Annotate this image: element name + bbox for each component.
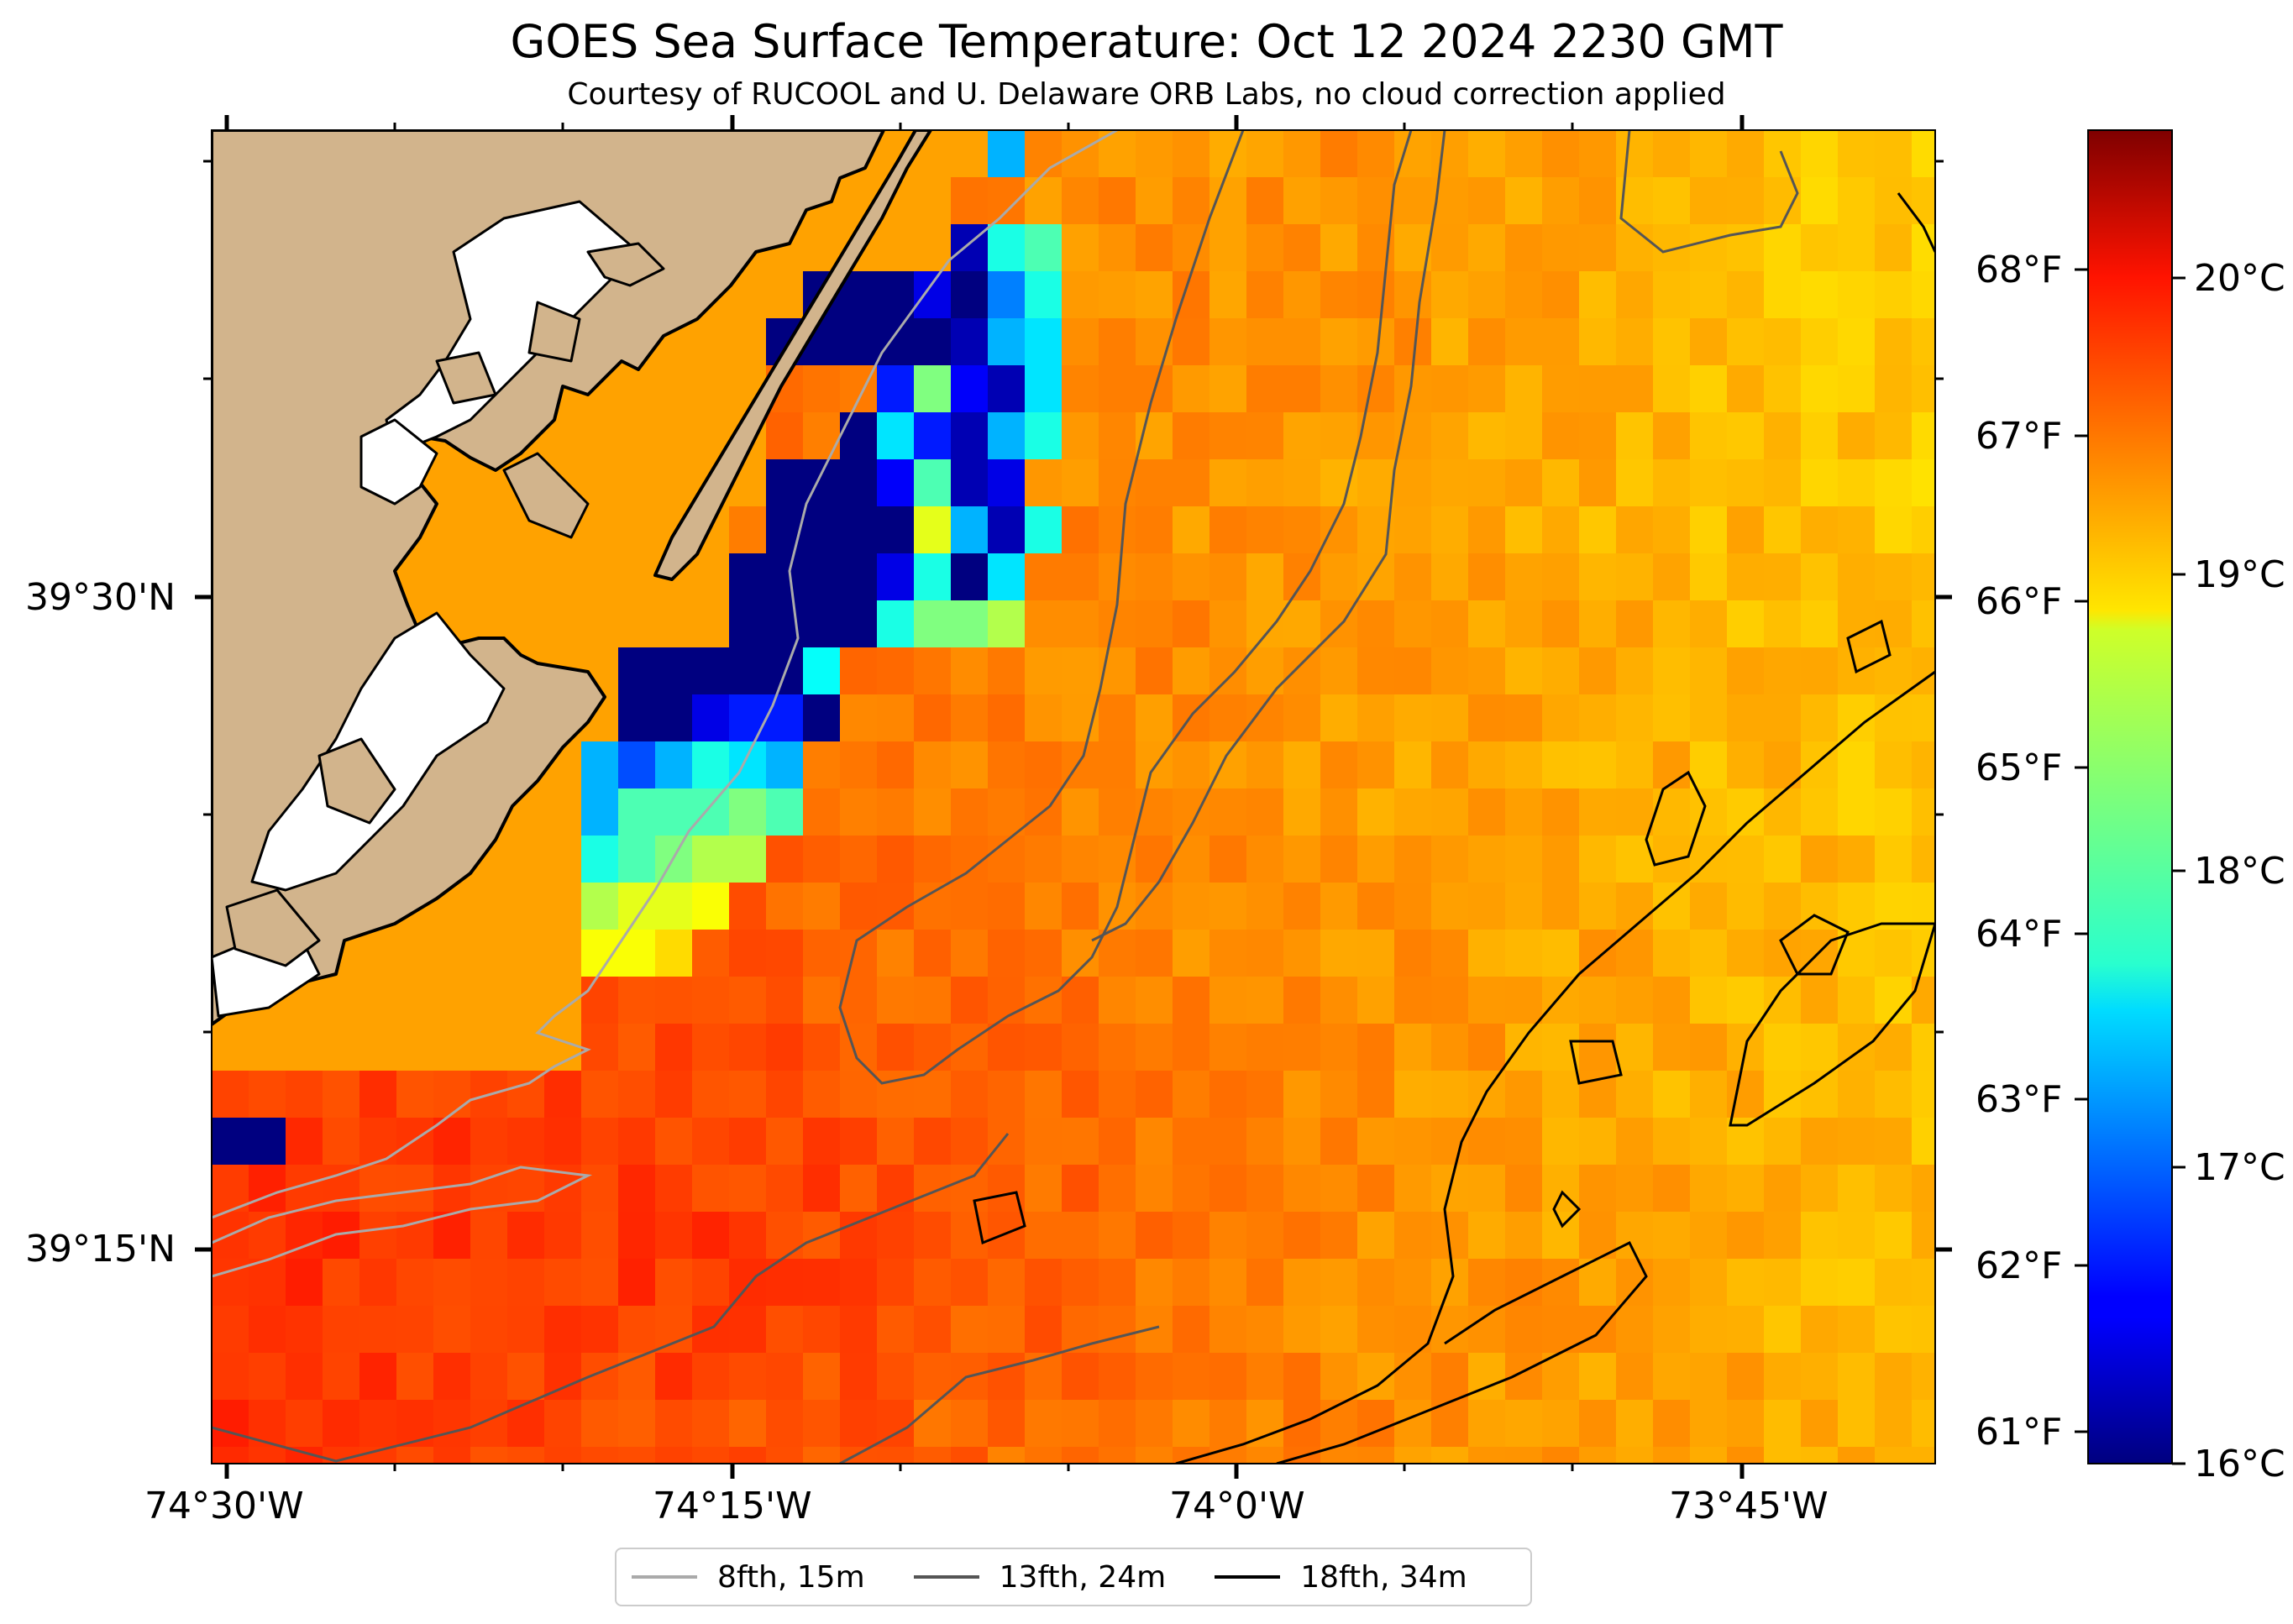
- lon-label: 74°0'W: [1169, 1485, 1305, 1527]
- map-subtitle: Courtesy of RUCOOL and U. Delaware ORB L…: [567, 77, 1726, 112]
- celsius-tick-label: 19°C: [2194, 553, 2285, 596]
- celsius-tick-label: 18°C: [2194, 850, 2285, 893]
- fahrenheit-tick-label: 66°F: [1976, 580, 2063, 623]
- legend-label: 18fth, 34m: [1300, 1559, 1467, 1595]
- legend-line-swatch: [632, 1575, 697, 1579]
- land: [212, 130, 932, 1026]
- celsius-tick-label: 17°C: [2194, 1146, 2285, 1189]
- legend-line-swatch: [1215, 1575, 1281, 1579]
- lat-label: 39°30'N: [25, 576, 176, 619]
- map-title: GOES Sea Surface Temperature: Oct 12 202…: [510, 15, 1783, 68]
- legend: 8fth, 15m 13fth, 24m 18fth, 34m: [615, 1548, 1532, 1606]
- legend-item: 8fth, 15m: [632, 1560, 865, 1595]
- celsius-tick-label: 16°C: [2194, 1443, 2285, 1485]
- legend-label: 13fth, 24m: [999, 1559, 1167, 1595]
- lon-label: 74°30'W: [144, 1485, 304, 1527]
- depth-contours: [212, 130, 1935, 1464]
- fahrenheit-tick-label: 63°F: [1976, 1078, 2063, 1121]
- legend-line-swatch: [913, 1575, 979, 1579]
- fahrenheit-tick-label: 62°F: [1976, 1244, 2063, 1287]
- celsius-tick-label: 20°C: [2194, 257, 2285, 300]
- fahrenheit-tick-label: 65°F: [1976, 747, 2063, 789]
- legend-item: 18fth, 34m: [1215, 1560, 1467, 1595]
- legend-label: 8fth, 15m: [717, 1559, 865, 1595]
- fahrenheit-tick-label: 67°F: [1976, 415, 2063, 458]
- fahrenheit-tick-label: 68°F: [1976, 249, 2063, 291]
- lon-label: 74°15'W: [653, 1485, 812, 1527]
- fahrenheit-tick-label: 64°F: [1976, 913, 2063, 956]
- colorbar: [2087, 129, 2173, 1464]
- map-ticks: [195, 115, 1952, 1479]
- map-frame: [211, 129, 1936, 1464]
- legend-item: 13fth, 24m: [913, 1559, 1167, 1595]
- colorbar-ticks: [2075, 268, 2185, 1465]
- lon-label: 73°45'W: [1669, 1485, 1829, 1527]
- fahrenheit-tick-label: 61°F: [1976, 1411, 2063, 1454]
- lat-label: 39°15'N: [25, 1228, 176, 1270]
